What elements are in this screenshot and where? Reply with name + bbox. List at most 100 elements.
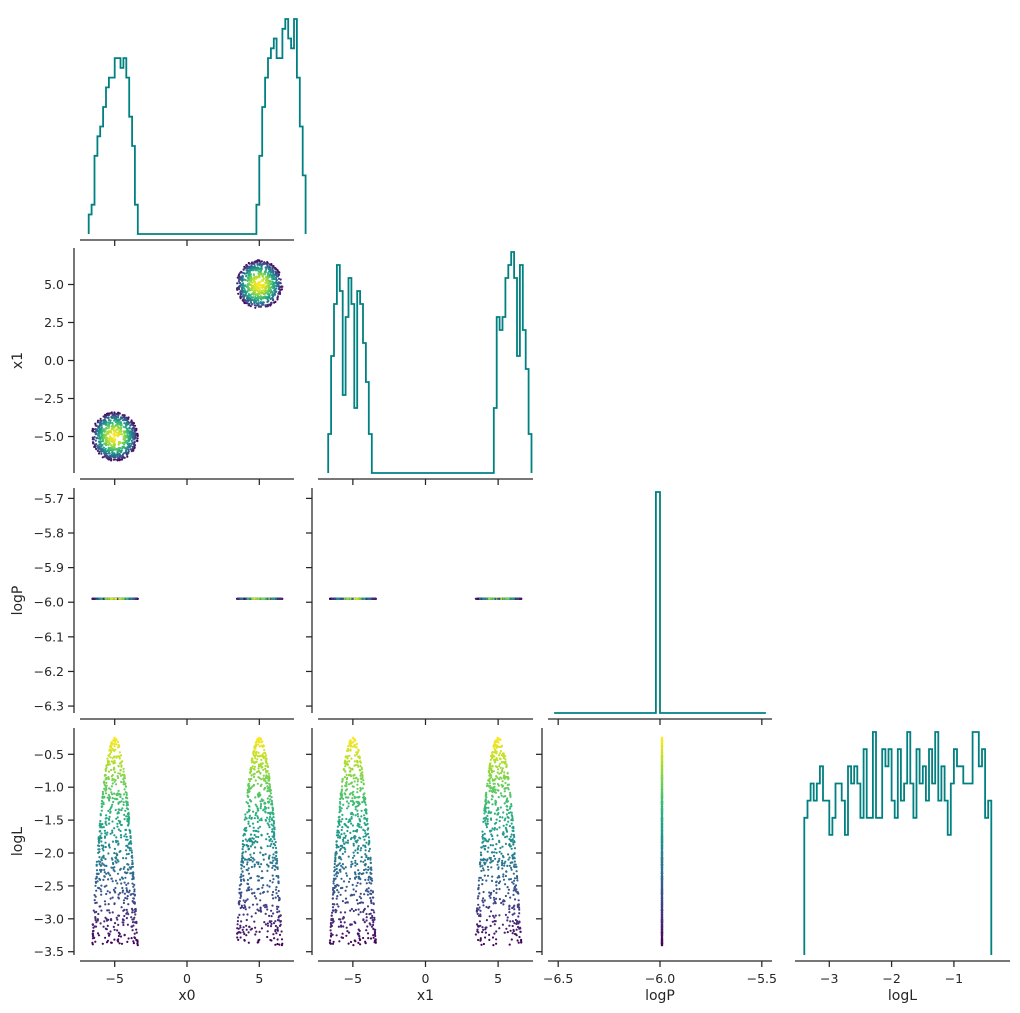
scatter-point (117, 422, 120, 425)
scatter-point (245, 264, 248, 267)
scatter-point (113, 435, 116, 438)
scatter-point (126, 895, 129, 898)
scatter-point (108, 787, 111, 790)
scatter-point (118, 450, 121, 453)
scatter-point (251, 267, 254, 270)
scatter-point (113, 852, 116, 855)
scatter-point (105, 778, 108, 781)
scatter-point (127, 903, 130, 906)
scatter-point (271, 266, 274, 269)
scatter-point (107, 426, 110, 429)
scatter-point (132, 901, 136, 905)
scatter-point (121, 891, 124, 894)
scatter-point (120, 780, 123, 784)
scatter-point (498, 597, 501, 600)
scatter-point (100, 884, 103, 887)
scatter-point (247, 297, 250, 300)
scatter-point (103, 774, 106, 777)
scatter-point (116, 412, 119, 415)
scatter-point (105, 928, 108, 931)
scatter-point (268, 265, 271, 268)
scatter-point (91, 438, 94, 441)
scatter-point (126, 808, 130, 811)
histogram-logP (554, 491, 766, 714)
scatter-point (105, 892, 108, 896)
scatter-point (125, 853, 128, 856)
panel-x1-vs-x0: −5.0−2.50.02.55.0 (34, 248, 294, 485)
scatter-point (119, 878, 122, 881)
scatter-point (255, 286, 258, 289)
scatter-point (119, 823, 122, 826)
scatter-point (125, 416, 128, 419)
scatter-point (108, 796, 112, 799)
scatter-point (100, 832, 103, 835)
scatter-point (119, 793, 122, 796)
scatter-point (120, 800, 123, 803)
scatter-point (100, 424, 103, 427)
scatter-point (275, 285, 278, 288)
scatter-point (115, 448, 118, 451)
scatter-point (253, 597, 256, 600)
scatter-point (114, 857, 118, 860)
scatter-point (127, 824, 130, 827)
scatter-point (132, 885, 135, 888)
scatter-point (112, 448, 115, 451)
scatter-point (101, 793, 105, 796)
scatter-point (115, 797, 118, 801)
scatter-point (136, 437, 139, 440)
scatter-point (114, 737, 118, 741)
scatter-point (249, 305, 252, 308)
scatter-point (359, 597, 362, 600)
scatter-point (247, 287, 250, 290)
scatter-point (109, 454, 112, 457)
scatter-point (99, 820, 102, 823)
scatter-point (256, 268, 259, 271)
scatter-point (266, 300, 269, 304)
y-tick-label: −2.5 (34, 391, 64, 406)
scatter-point (121, 454, 124, 457)
scatter-point (116, 882, 119, 885)
scatter-point (131, 421, 134, 424)
scatter-point (125, 887, 128, 890)
scatter-point (107, 871, 110, 874)
scatter-point (111, 831, 114, 834)
scatter-point (123, 777, 126, 780)
scatter-point (275, 597, 278, 600)
scatter-point (246, 270, 249, 273)
scatter-point (255, 302, 258, 305)
scatter-point (484, 597, 487, 600)
scatter-point (108, 822, 111, 825)
scatter-point (113, 454, 116, 458)
scatter-point (349, 597, 352, 600)
scatter-point (108, 891, 111, 894)
scatter-point (239, 297, 242, 300)
scatter-point (97, 934, 101, 937)
scatter-point (98, 856, 101, 859)
scatter-point (240, 270, 243, 273)
scatter-point (94, 433, 97, 436)
scatter-point (120, 882, 123, 885)
scatter-point (251, 903, 255, 906)
scatter-point (122, 857, 125, 860)
scatter-point (124, 791, 127, 794)
scatter-point (127, 891, 130, 894)
scatter-point (99, 834, 102, 837)
scatter-point (102, 878, 105, 882)
scatter-point (125, 908, 128, 912)
scatter-point (258, 268, 261, 271)
scatter-point (274, 270, 277, 273)
scatter-point (136, 942, 139, 945)
scatter-point (104, 435, 107, 438)
scatter-point (240, 284, 243, 287)
scatter-point (132, 875, 135, 879)
scatter-point (103, 920, 106, 923)
scatter-point (97, 421, 100, 424)
scatter-point (107, 448, 110, 451)
scatter-point (124, 876, 127, 879)
scatter-point (92, 909, 95, 912)
scatter-point (115, 817, 118, 820)
scatter-point (129, 448, 132, 451)
scatter-point (114, 434, 118, 437)
scatter-point (269, 304, 272, 307)
scatter-point (110, 775, 113, 778)
